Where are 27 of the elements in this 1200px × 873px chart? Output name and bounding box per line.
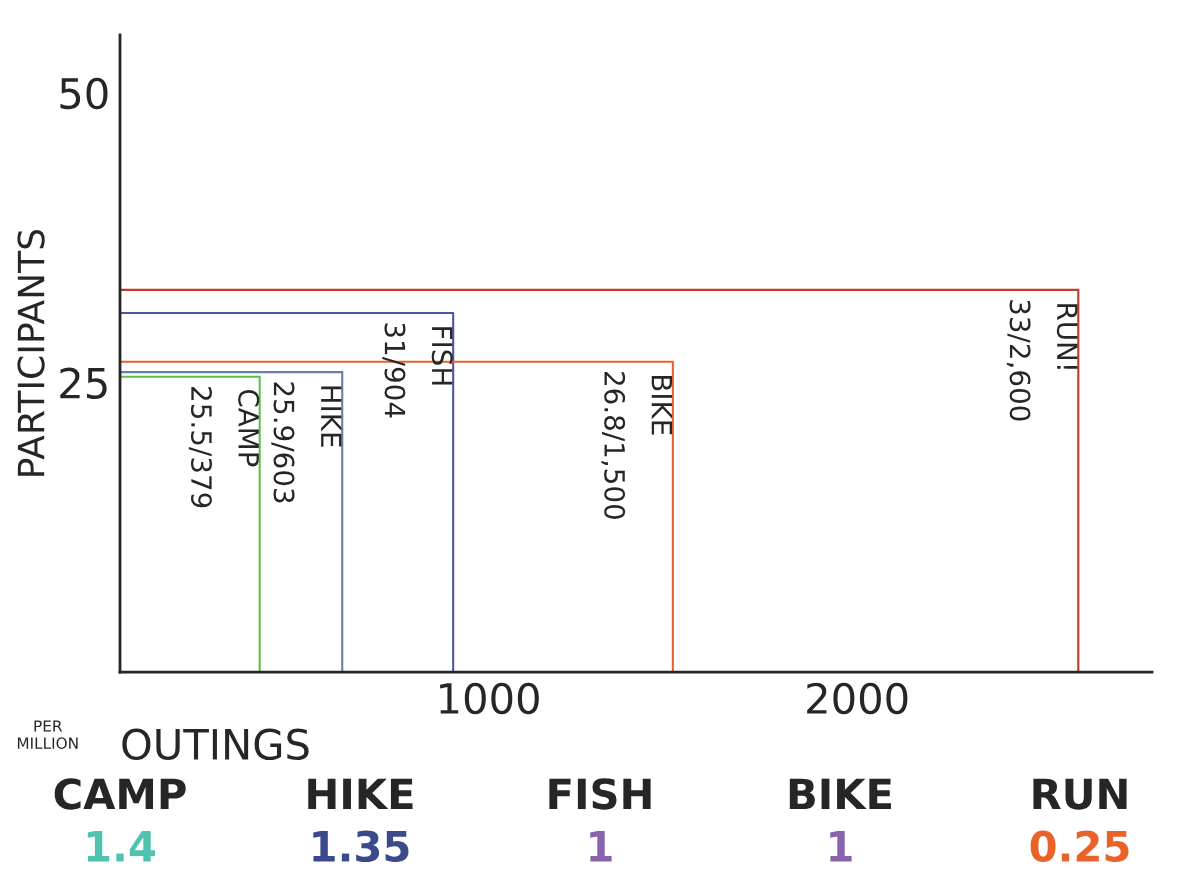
text: HIKE — [321, 386, 342, 447]
data-label: 1.4 — [87, 831, 155, 862]
y-tick-label: 50 — [60, 77, 108, 110]
data-label: 0.25 — [1030, 830, 1129, 863]
text: PER MILLION — [17, 720, 78, 749]
annotation: 31/904 — [382, 323, 406, 418]
data-label: 1 — [830, 831, 852, 862]
text: RUN! — [1056, 304, 1078, 369]
text: BIKE — [651, 375, 672, 435]
x-tick-label: 1000 — [440, 682, 539, 715]
text: CAMP — [238, 389, 260, 467]
y-axis-title: PARTICIPANTS — [17, 229, 45, 476]
category-label: HIKE — [308, 778, 413, 810]
annotation: 25.9/603 — [271, 382, 295, 503]
category-label: RUN — [1033, 778, 1127, 810]
data-label: 1.35 — [313, 830, 409, 863]
category-label: FISH — [549, 778, 651, 810]
annotation: 33/2,600 — [1006, 300, 1031, 421]
y-tick-label: 25 — [60, 367, 107, 399]
data-label: 1 — [590, 831, 612, 862]
annotation: 26.8/1,500 — [601, 372, 626, 519]
annotation: 25.5/379 — [188, 387, 212, 508]
text: FISH — [431, 327, 453, 385]
x-tick-label: 2000 — [807, 682, 908, 715]
x-axis-title: OUTINGS — [122, 728, 309, 761]
category-label: CAMP — [54, 778, 186, 810]
category-label: BIKE — [789, 778, 891, 810]
